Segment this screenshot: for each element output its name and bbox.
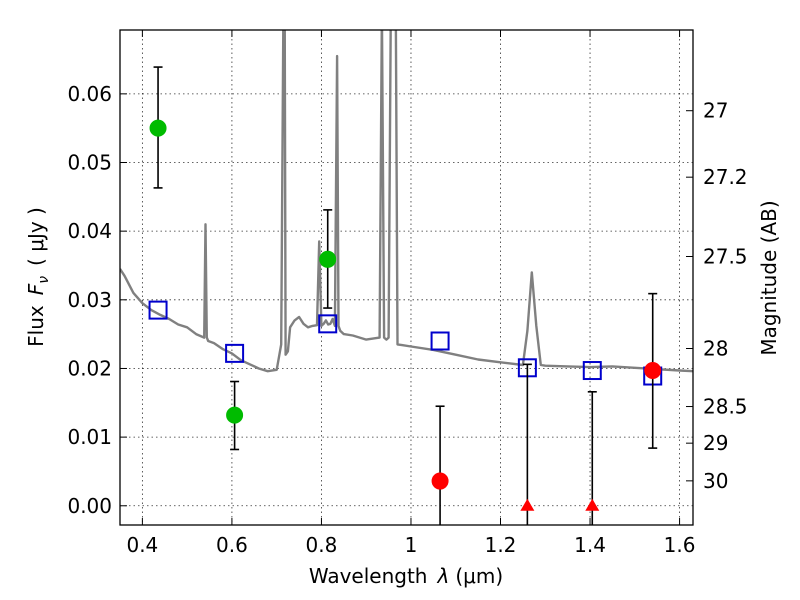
y-tick-label: 0.04 [67, 219, 112, 243]
y-tick-label: 0.05 [67, 151, 112, 175]
x-tick-label: 1.4 [574, 533, 606, 557]
model-point [318, 314, 338, 334]
model-point [430, 331, 450, 351]
grid [120, 30, 693, 525]
detection-point [226, 406, 244, 424]
y-axis-label-text: Flux [24, 305, 48, 347]
x-tick-label: 0.6 [216, 533, 248, 557]
plot-background [120, 30, 693, 525]
model-point [582, 361, 602, 381]
y2-tick-label: 28 [703, 336, 728, 360]
plot-frame [119, 29, 694, 526]
y-axis-label: Flux Fν ( μJy ) [24, 207, 52, 347]
y2-tick-label: 30 [703, 469, 728, 493]
spectrum-line [120, 30, 693, 373]
detection-point [149, 119, 167, 137]
x-tick-label: 0.4 [126, 533, 158, 557]
y-tick-label: 0.01 [67, 425, 112, 449]
low-snr-point [644, 362, 662, 380]
y-tick-label: 0.00 [67, 494, 112, 518]
upper-limit-point [520, 498, 535, 511]
y-tick-label: 0.03 [67, 288, 112, 312]
x-tick-label: 1 [405, 533, 418, 557]
y2-tick-label: 27.5 [703, 245, 748, 269]
y-tick-label: 0.02 [67, 356, 112, 380]
detection-point [319, 250, 337, 268]
x-tick-label: 0.8 [306, 533, 338, 557]
y2-tick-label: 29 [703, 431, 728, 455]
y2-tick-label: 27 [703, 99, 728, 123]
tick-labels: 0.4 0.6 0.8 1 1.2 1.4 1.6 0.00 0.01 0.02 0.03 0.04 0… [67, 82, 747, 557]
y-axis-label-unit: ( μJy ) [24, 207, 48, 266]
upper-limit-point [585, 498, 600, 511]
model-point [148, 300, 168, 320]
x-axis-label-symbol: λ [437, 564, 450, 588]
y-axis-label-subscript: ν [36, 276, 52, 284]
plot-area [120, 30, 693, 525]
y-tick-label: 0.06 [67, 82, 112, 106]
model-point [225, 343, 245, 363]
low-snr-point [431, 472, 449, 490]
y2-tick-label: 28.5 [703, 395, 748, 419]
y2-axis-label: Magnitude (AB) [757, 200, 781, 355]
y-axis-label-symbol: F [24, 283, 48, 295]
x-tick-label: 1.2 [485, 533, 517, 557]
axis-ticks [120, 30, 693, 525]
x-tick-label: 1.6 [664, 533, 696, 557]
x-axis-label-text: Wavelength [309, 564, 428, 588]
x-axis-label-unit: (μm) [455, 564, 503, 588]
x-axis-label: Wavelength λ (μm) [309, 564, 503, 588]
y2-tick-label: 27.2 [703, 165, 748, 189]
